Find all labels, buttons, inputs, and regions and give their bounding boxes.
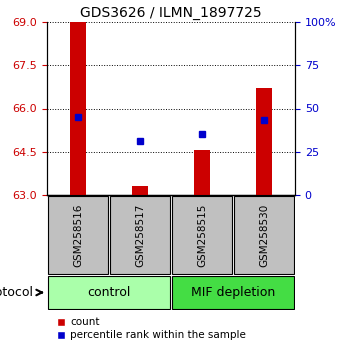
FancyBboxPatch shape <box>48 276 170 309</box>
Legend: count, percentile rank within the sample: count, percentile rank within the sample <box>52 313 250 345</box>
Text: MIF depletion: MIF depletion <box>191 286 275 299</box>
Text: control: control <box>87 286 131 299</box>
Text: GSM258517: GSM258517 <box>135 203 145 267</box>
FancyBboxPatch shape <box>172 196 232 274</box>
Text: GSM258530: GSM258530 <box>259 204 269 267</box>
Text: protocol: protocol <box>0 286 33 299</box>
Bar <box>132 186 148 195</box>
Bar <box>194 150 210 195</box>
FancyBboxPatch shape <box>48 196 108 274</box>
Title: GDS3626 / ILMN_1897725: GDS3626 / ILMN_1897725 <box>80 6 262 19</box>
Text: GSM258516: GSM258516 <box>73 203 83 267</box>
FancyBboxPatch shape <box>234 196 294 274</box>
FancyBboxPatch shape <box>172 276 294 309</box>
Text: GSM258515: GSM258515 <box>197 203 207 267</box>
Bar <box>256 88 272 195</box>
Bar <box>70 22 86 195</box>
FancyBboxPatch shape <box>110 196 170 274</box>
